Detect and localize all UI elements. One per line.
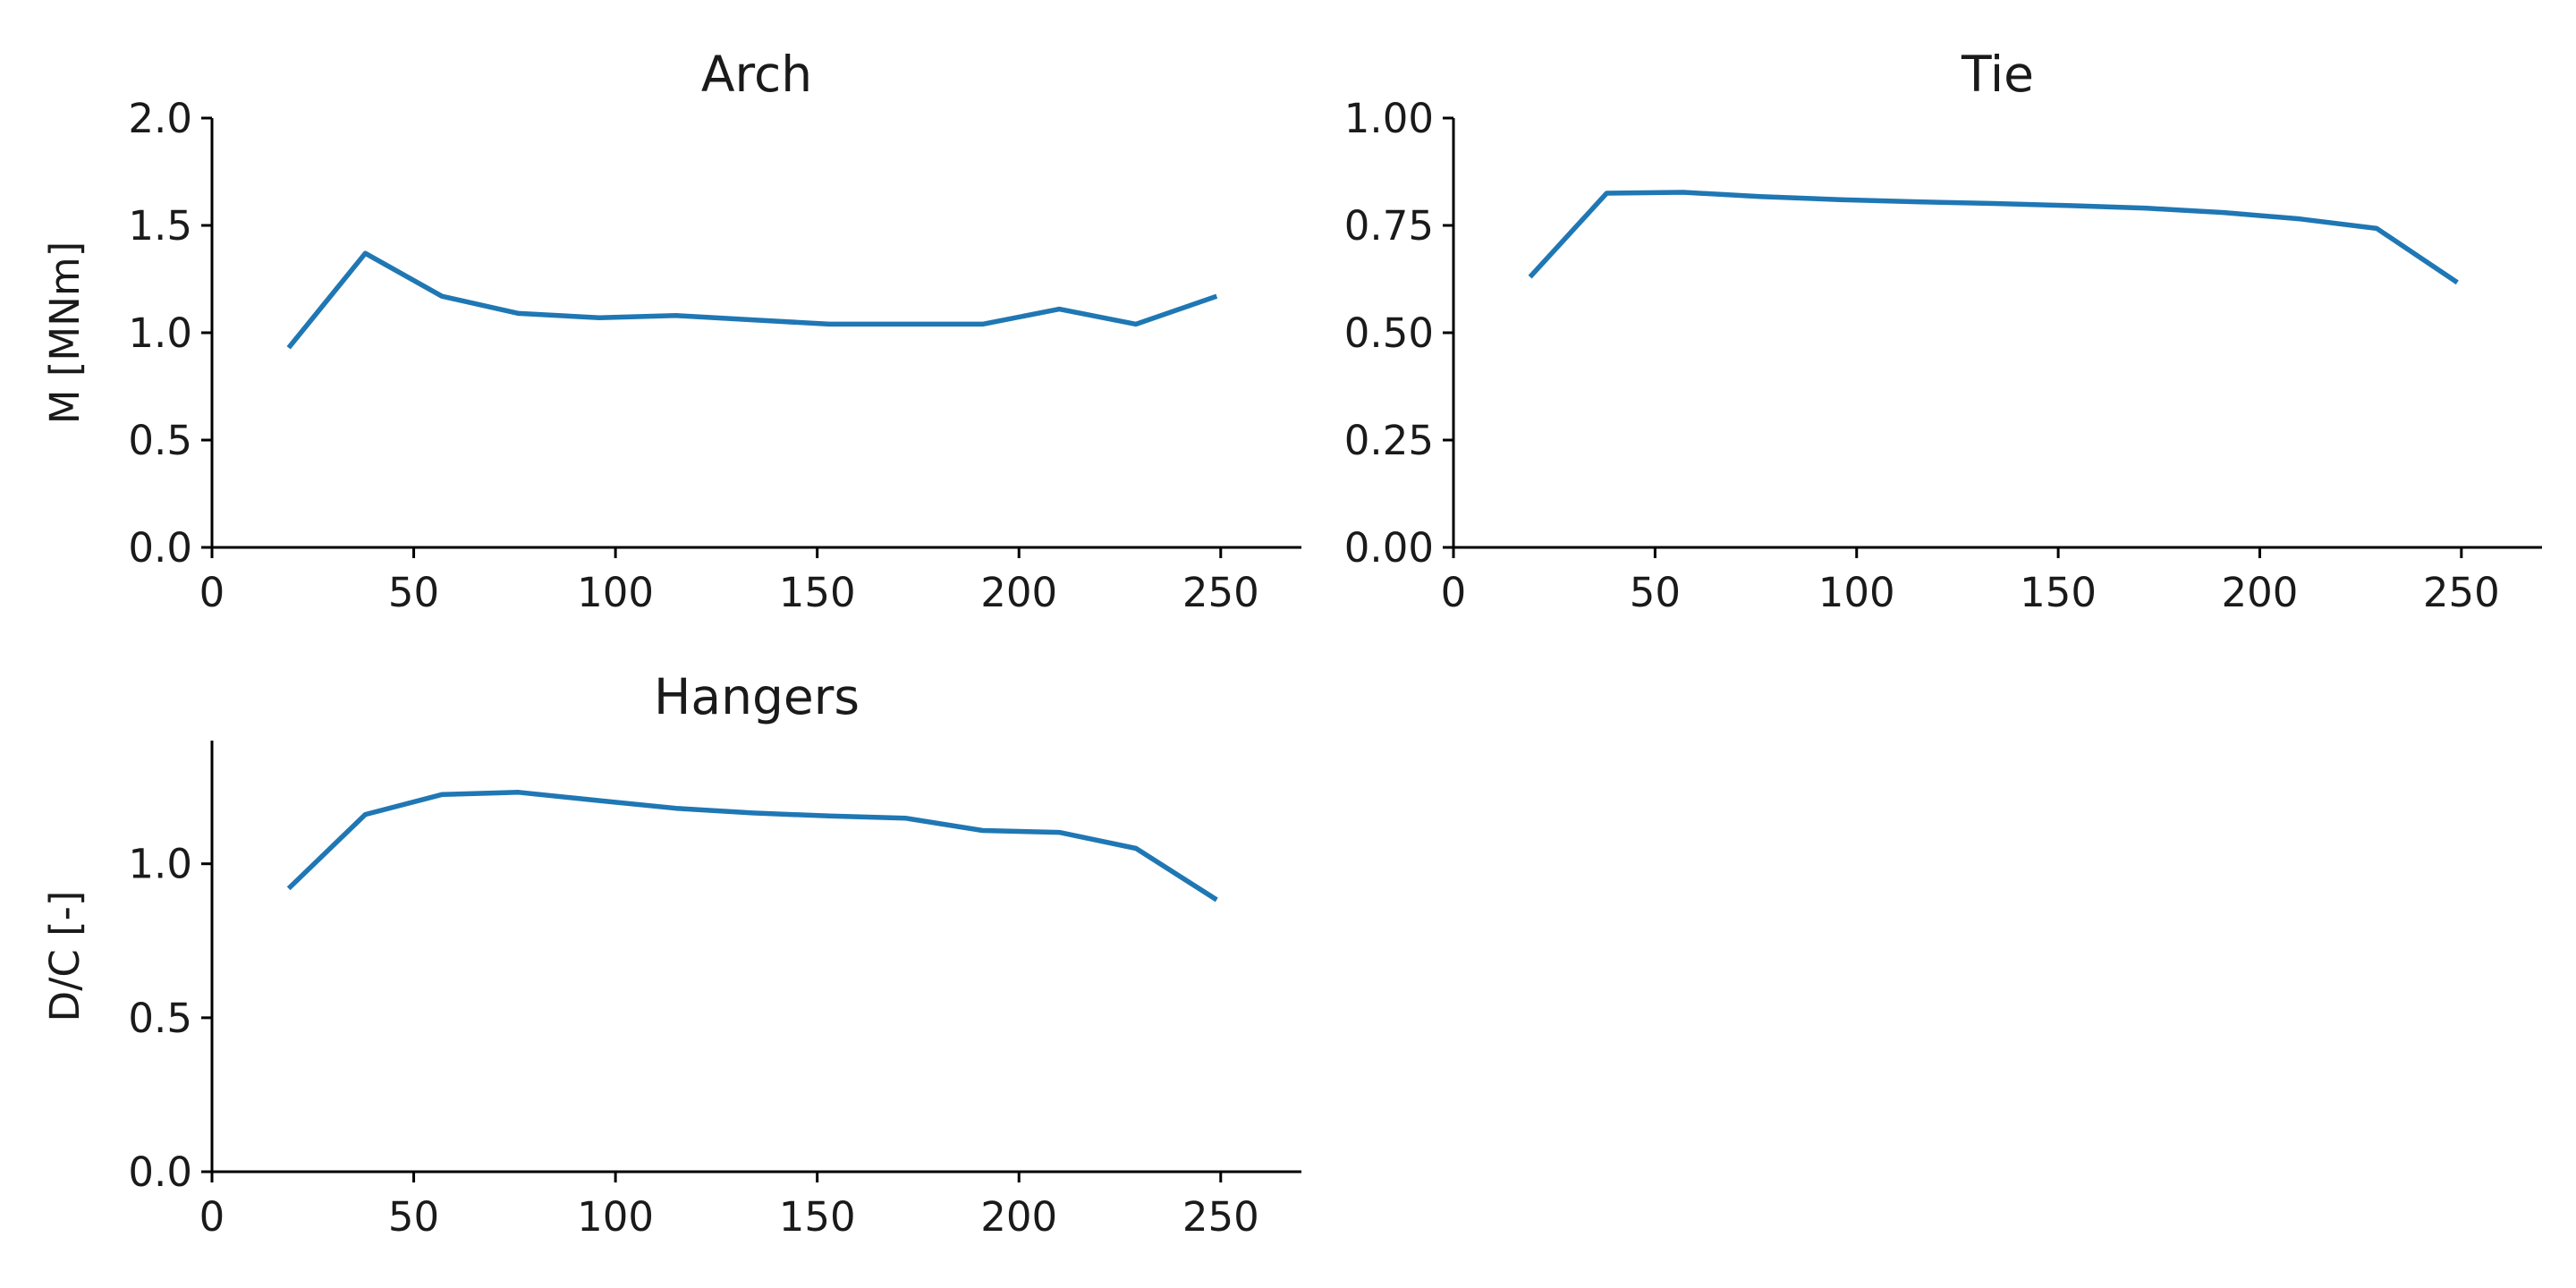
tie-y-tick-label: 0.50: [1344, 309, 1434, 357]
tie-y-tick-label: 0.75: [1344, 202, 1434, 250]
tie-x-tick-label: 250: [2423, 569, 2500, 616]
hangers-y-label: D/C [-]: [41, 891, 89, 1022]
hangers-x-tick-label: 250: [1182, 1193, 1259, 1241]
hangers-x-tick-label: 50: [388, 1193, 439, 1241]
arch-x-tick-label: 100: [577, 569, 654, 616]
arch-y-tick-label: 2.0: [128, 95, 192, 142]
arch-x-tick-label: 50: [388, 569, 439, 616]
arch-x-tick-label: 200: [980, 569, 1057, 616]
hangers-y-tick-label: 1.0: [128, 841, 192, 888]
tie-title: Tie: [1961, 46, 2034, 103]
arch-y-label: M [MNm]: [41, 242, 89, 425]
hangers-title: Hangers: [654, 668, 860, 725]
arch-x-tick-label: 150: [779, 569, 856, 616]
tie-x-tick-label: 50: [1630, 569, 1681, 616]
tie-series-line: [1528, 190, 2459, 285]
tie-y-tick-label: 0.25: [1344, 417, 1434, 464]
tie-x-tick-label: 150: [2020, 569, 2097, 616]
hangers-y-tick-label: 0.0: [128, 1148, 192, 1196]
hangers-x-tick-label: 0: [199, 1193, 225, 1241]
tie-panel: 0 50 100 150 200 250 0.00 0.25 0.50 0.75 1.00 Tie: [1344, 46, 2542, 616]
tie-x-tick-label: 100: [1818, 569, 1895, 616]
tie-y-tick-label: 1.00: [1344, 95, 1434, 142]
arch-x-tick-label: 0: [199, 569, 225, 616]
hangers-x-tick-label: 150: [779, 1193, 856, 1241]
arch-y-tick-label: 1.0: [128, 309, 192, 357]
arch-y-tick-label: 0.5: [128, 417, 192, 464]
hangers-series-line: [286, 790, 1218, 902]
arch-series-line: [286, 250, 1218, 350]
tie-x-tick-label: 200: [2222, 569, 2299, 616]
arch-title: Arch: [701, 46, 812, 103]
hangers-panel: 0 50 100 150 200 250 0.0 0.5 1.0 Hangers D/C [-]: [41, 668, 1301, 1241]
arch-panel: 0 50 100 150 200 250 0.0 0.5 1.0 1.5 2.0 Arch M [MNm…: [41, 46, 1301, 616]
tie-y-tick-label: 0.00: [1344, 524, 1434, 572]
hangers-y-tick-label: 0.5: [128, 995, 192, 1042]
arch-y-tick-label: 0.0: [128, 524, 192, 572]
arch-y-tick-label: 1.5: [128, 202, 192, 250]
hangers-x-tick-label: 200: [980, 1193, 1057, 1241]
arch-x-tick-label: 250: [1182, 569, 1259, 616]
tie-x-tick-label: 0: [1441, 569, 1467, 616]
hangers-x-tick-label: 100: [577, 1193, 654, 1241]
